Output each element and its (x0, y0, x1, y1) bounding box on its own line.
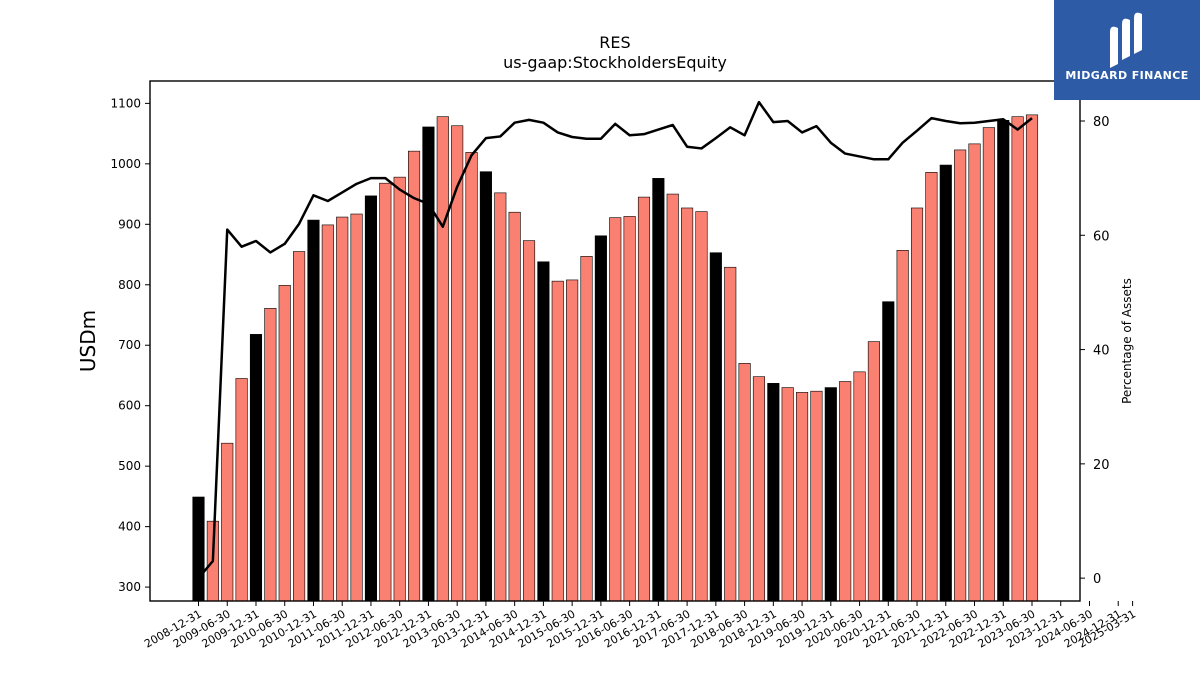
bar-2013-03-31 (436, 116, 449, 602)
percentage-of-assets-line (197, 100, 1033, 579)
y-axis-left: 300 400 500 600 700 800 900 1000 1100 (110, 96, 150, 594)
midgard-logo-icon (1110, 12, 1142, 69)
bar-2022-09-30 (982, 127, 995, 602)
bar-2022-03-31 (954, 149, 967, 602)
y-tick-label: 1100 (110, 96, 141, 110)
bar-2010-12-31 (307, 219, 320, 602)
bar-2011-06-30 (336, 216, 349, 602)
bar-2017-06-30 (681, 207, 694, 602)
bar-2016-06-30 (623, 216, 636, 602)
midgard-finance-logo: MIDGARD FINANCE (1054, 0, 1200, 100)
bar-2009-06-30 (221, 442, 234, 602)
bar-2021-12-31 (939, 164, 952, 602)
bar-2016-12-31 (652, 178, 665, 602)
bar-2009-09-30 (235, 378, 248, 602)
bar-2011-03-31 (321, 224, 334, 602)
bar-2018-03-31 (724, 266, 737, 602)
line-group (197, 100, 1033, 579)
bar-2011-09-30 (350, 213, 363, 602)
y2-tick-label: 0 (1093, 572, 1101, 587)
bar-2010-06-30 (278, 285, 291, 602)
y-tick-label: 700 (118, 338, 141, 352)
bar-2020-06-30 (853, 371, 866, 602)
bar-2013-12-31 (479, 171, 492, 602)
bar-2012-03-31 (379, 182, 392, 602)
y2-tick-label: 80 (1093, 115, 1110, 130)
bar-2017-12-31 (709, 252, 722, 602)
y-tick-label: 1000 (110, 157, 141, 171)
y2-tick-label: 40 (1093, 344, 1110, 359)
bar-2019-03-31 (781, 387, 794, 602)
bar-2017-03-31 (666, 193, 679, 602)
bar-2016-03-31 (609, 217, 622, 602)
bars-group (192, 114, 1039, 602)
y-tick-label: 800 (118, 278, 141, 292)
bar-2018-09-30 (752, 376, 766, 602)
bar-2012-12-31 (422, 126, 435, 602)
bar-2009-12-31 (249, 334, 263, 602)
y2-axis-label: Percentage of Assets (1120, 278, 1134, 404)
bar-2016-09-30 (637, 196, 651, 602)
bar-2017-09-30 (695, 211, 708, 602)
bar-2014-09-30 (522, 240, 536, 602)
y-axis-right: 0 20 40 60 80 (1080, 115, 1110, 587)
bar-2010-03-31 (264, 308, 277, 602)
bar-2010-09-30 (293, 251, 306, 602)
bar-2014-03-31 (494, 192, 507, 602)
bar-2023-06-30 (1025, 114, 1039, 602)
bar-2020-03-31 (839, 381, 852, 602)
bar-2020-12-31 (882, 301, 895, 602)
y-tick-label: 900 (118, 217, 141, 231)
bar-2021-03-31 (896, 250, 909, 602)
bar-2012-06-30 (393, 176, 406, 602)
bar-2011-12-31 (364, 195, 378, 602)
bar-2013-09-30 (465, 152, 478, 602)
bar-2018-06-30 (738, 363, 751, 602)
chart-subtitle: us-gaap:StockholdersEquity (503, 53, 727, 72)
bar-2014-12-31 (537, 261, 550, 602)
plot-frame (149, 80, 1081, 602)
y2-tick-label: 60 (1093, 229, 1110, 244)
bar-2019-06-30 (796, 392, 809, 602)
bar-2021-06-30 (910, 207, 924, 602)
bar-2008-12-31 (192, 496, 205, 602)
bar-2019-12-31 (824, 387, 837, 602)
y2-tick-label: 20 (1093, 458, 1110, 473)
bar-2022-12-31 (997, 120, 1010, 602)
x-axis: 2008-12-312009-06-302009-12-312010-06-30… (142, 601, 1138, 651)
bar-2018-12-31 (767, 383, 780, 602)
bar-2015-09-30 (580, 256, 593, 602)
y-axis-label: USDm (76, 310, 100, 372)
y-tick-label: 500 (118, 459, 141, 473)
chart-title: RES (599, 33, 631, 52)
bar-2022-06-30 (968, 143, 981, 602)
bar-2015-06-30 (566, 279, 579, 602)
bar-2023-03-31 (1011, 116, 1024, 602)
bar-2015-03-31 (551, 280, 564, 602)
bar-2014-06-30 (508, 211, 521, 602)
bar-2012-09-30 (408, 150, 421, 602)
bar-2021-09-30 (925, 172, 938, 602)
y-tick-label: 600 (118, 399, 141, 413)
bar-2019-09-30 (810, 390, 823, 602)
y-tick-label: 300 (118, 580, 141, 594)
bar-2020-09-30 (867, 341, 880, 602)
logo-brand-text: MIDGARD FINANCE (1065, 69, 1189, 82)
y-tick-label: 400 (118, 520, 141, 534)
bar-2015-12-31 (594, 235, 607, 602)
